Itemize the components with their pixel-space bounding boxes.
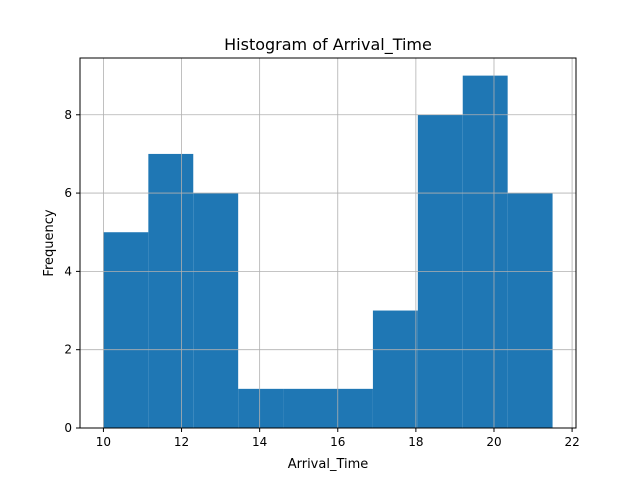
x-axis-label: Arrival_Time — [288, 457, 369, 472]
histogram-bar — [462, 75, 508, 428]
x-tick-label: 12 — [174, 435, 189, 449]
histogram-bar — [148, 153, 194, 429]
x-axis-ticks: 10 12 14 16 18 20 22 — [96, 428, 580, 449]
y-tick-label: 6 — [64, 186, 72, 200]
histogram-bar — [193, 193, 239, 428]
histogram-bar — [283, 388, 328, 428]
x-tick-label: 22 — [564, 435, 579, 449]
x-tick-label: 14 — [252, 435, 267, 449]
histogram-bar — [372, 310, 418, 428]
histogram-bar — [238, 388, 284, 428]
x-tick-label: 20 — [486, 435, 501, 449]
y-axis-label: Frequency — [42, 209, 57, 276]
y-tick-label: 8 — [64, 108, 72, 122]
y-tick-label: 2 — [64, 343, 72, 357]
bars — [103, 75, 553, 429]
x-tick-label: 18 — [408, 435, 423, 449]
histogram-bar — [103, 232, 149, 428]
y-tick-label: 4 — [64, 264, 72, 278]
histogram-bar — [507, 193, 553, 428]
chart-title: Histogram of Arrival_Time — [224, 35, 432, 55]
x-tick-label: 10 — [96, 435, 111, 449]
histogram-bar — [328, 388, 373, 428]
y-tick-label: 0 — [64, 421, 72, 435]
y-axis-ticks: 0 2 4 6 8 — [64, 108, 80, 435]
plot-frame — [79, 57, 577, 429]
x-tick-label: 16 — [330, 435, 345, 449]
